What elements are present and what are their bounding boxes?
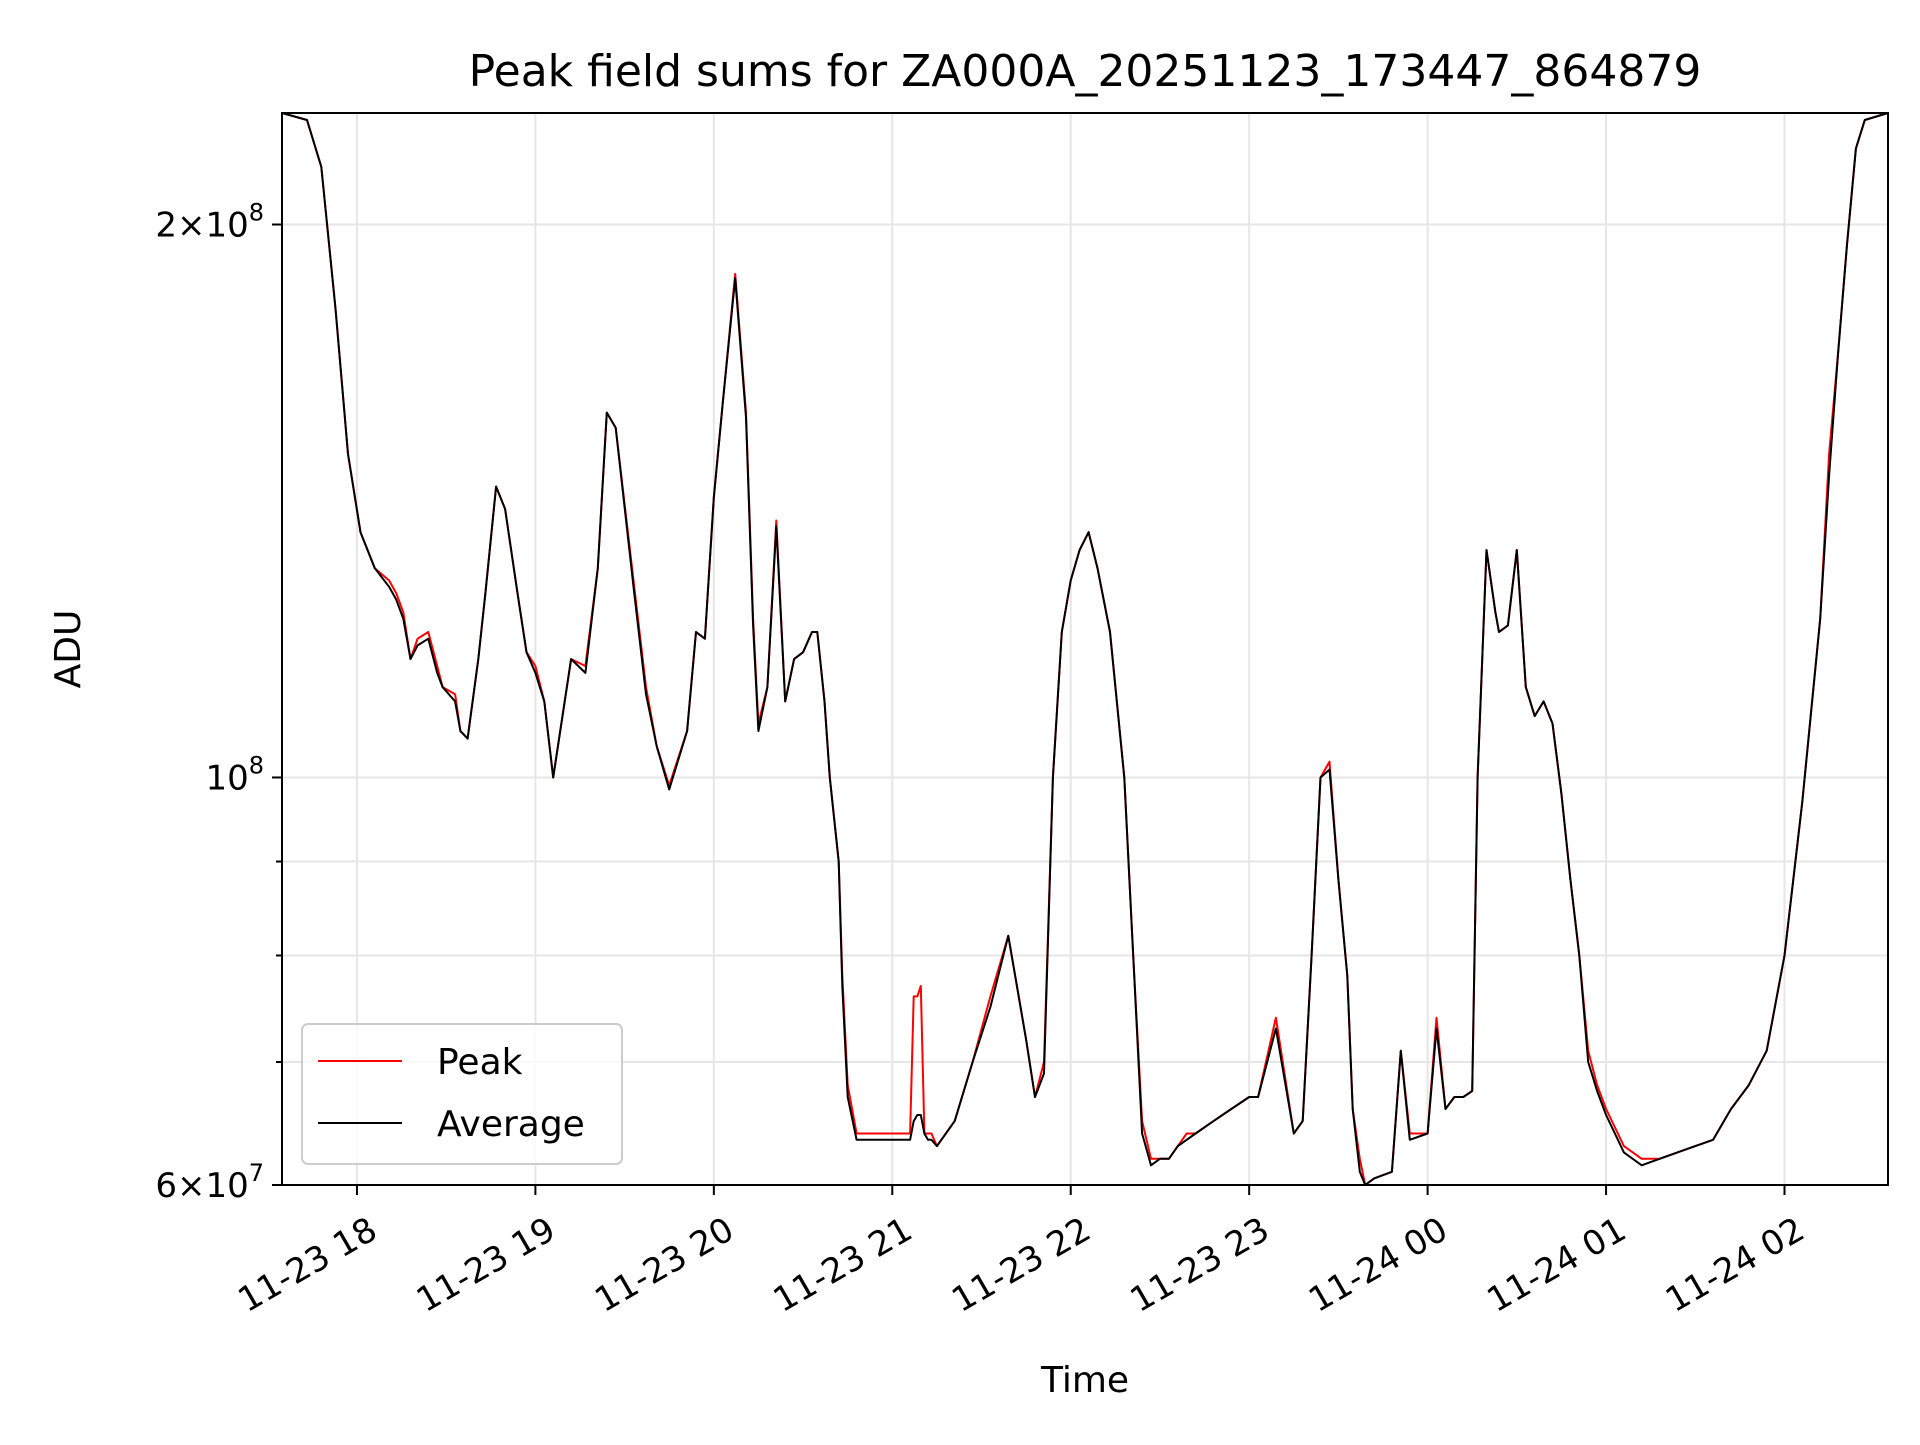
legend: Peak Average — [301, 1023, 623, 1165]
y-tick-label: 6×107 — [155, 1159, 264, 1206]
y-tick-label: 2×108 — [155, 198, 264, 245]
y-tick-base: 2×10 — [155, 205, 248, 245]
y-tick-base: 6×10 — [155, 1166, 248, 1206]
legend-label-average: Average — [437, 1104, 585, 1145]
x-axis-label: Time — [1040, 1360, 1129, 1401]
legend-label-peak: Peak — [437, 1042, 523, 1083]
y-tick-base: 10 — [205, 758, 248, 798]
y-tick-label: 108 — [205, 751, 264, 798]
y-tick-exponent: 8 — [249, 751, 264, 779]
series-layer — [281, 112, 1889, 1186]
legend-box — [301, 1023, 623, 1165]
plot-frame — [281, 112, 1889, 1186]
series-line-average — [281, 112, 1889, 1186]
y-tick-exponent: 7 — [249, 1159, 264, 1187]
chart-title: Peak field sums for ZA000A_20251123_1734… — [469, 46, 1702, 97]
y-axis-label: ADU — [48, 610, 89, 689]
y-tick-exponent: 8 — [249, 198, 264, 226]
